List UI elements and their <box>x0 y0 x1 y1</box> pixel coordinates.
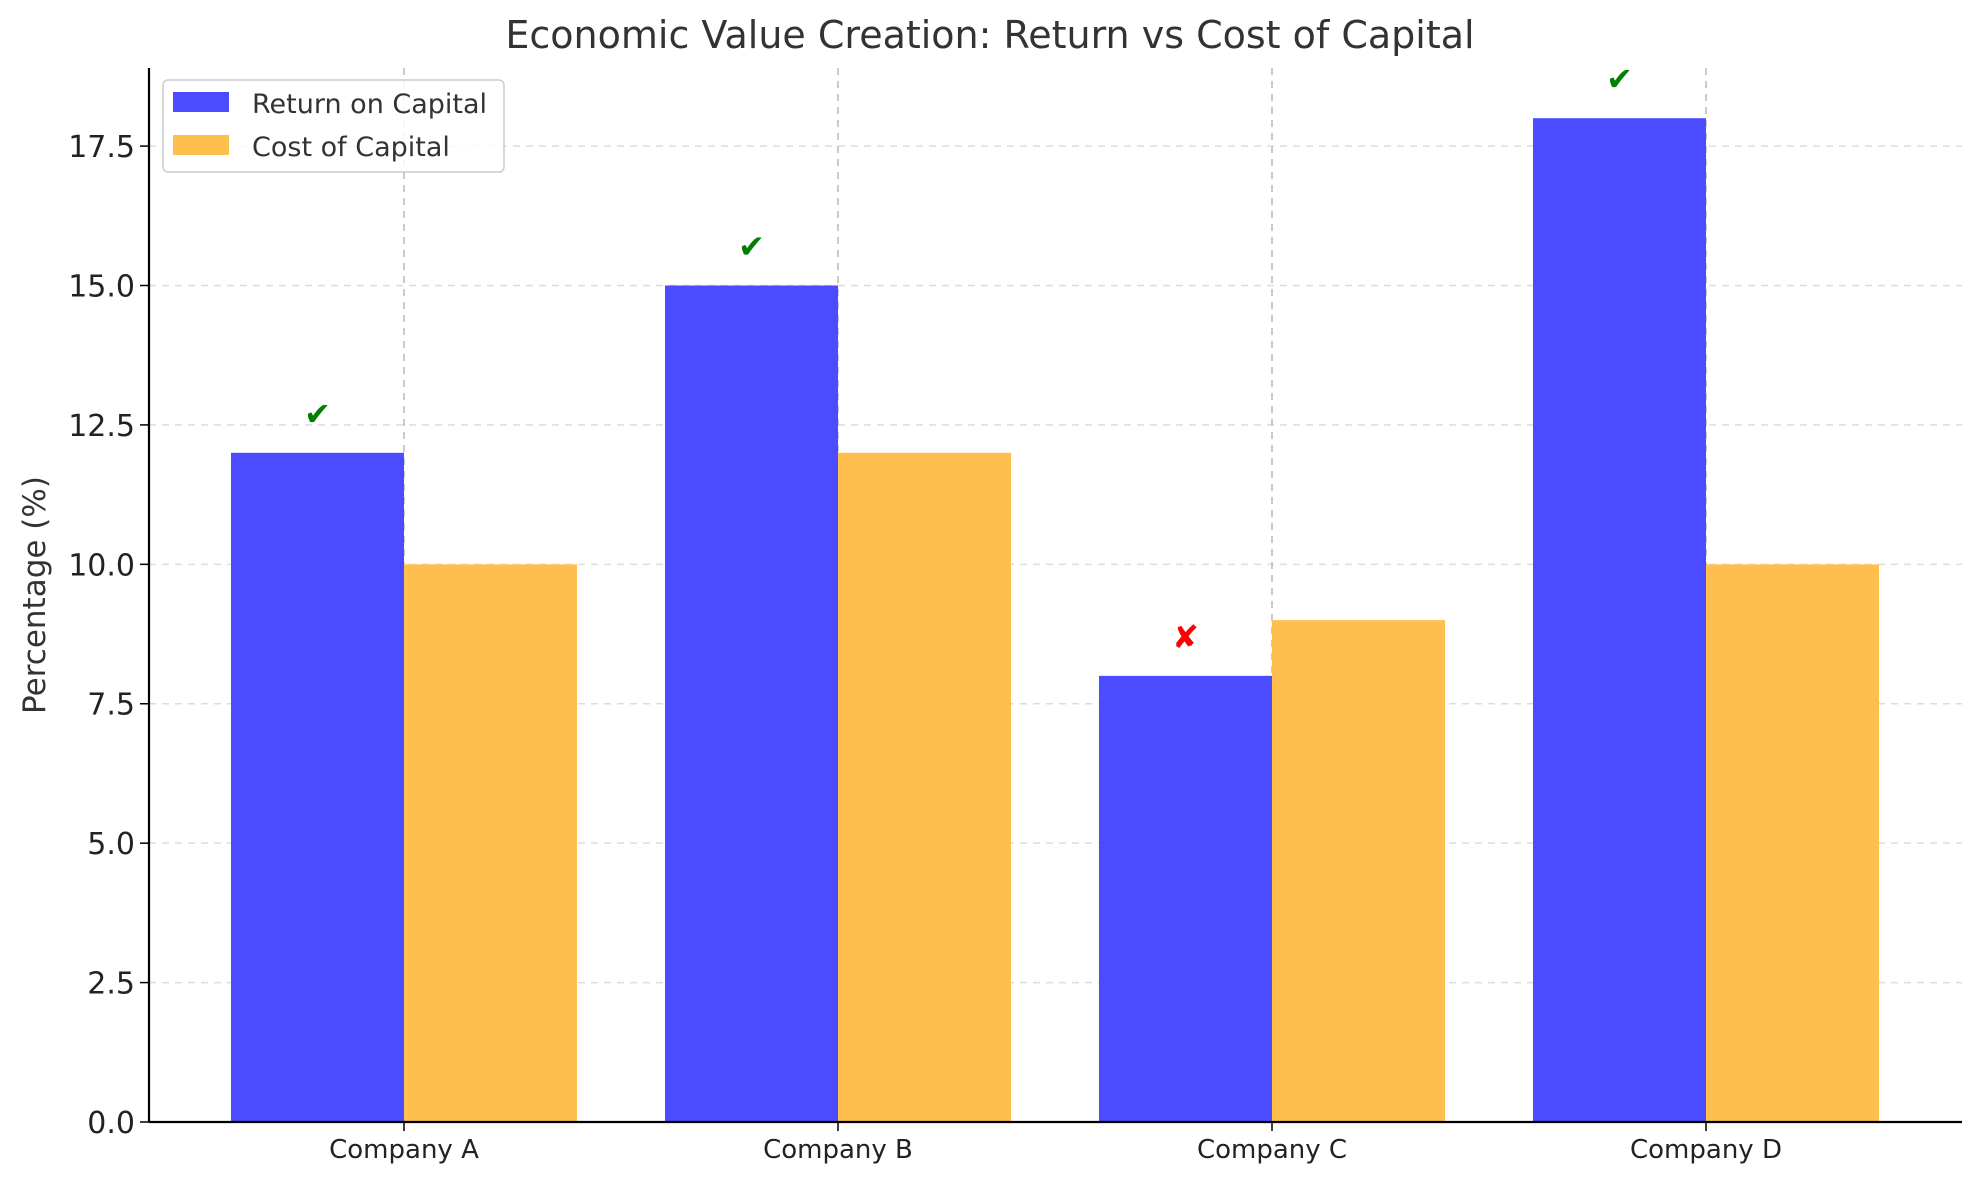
check-marker: ✔ <box>738 227 765 265</box>
x-tick-label: Company A <box>329 1135 479 1165</box>
legend-box <box>162 79 505 173</box>
cost-bar <box>838 452 1011 1122</box>
check-marker: ✔ <box>1606 60 1633 98</box>
return-bar <box>1099 675 1272 1122</box>
legend-label: Cost of Capital <box>252 132 450 163</box>
x-tick-label: Company B <box>763 1135 913 1165</box>
y-tick-label: 7.5 <box>87 688 135 723</box>
chart-title: Economic Value Creation: Return vs Cost … <box>505 13 1474 57</box>
axes: 0.0 2.5 5.0 7.5 10.0 12.5 15.0 17.5 Company A Com… <box>68 68 1962 1165</box>
x-tick-label: Company D <box>1630 1135 1782 1165</box>
x-tick-label: Company C <box>1197 1135 1347 1165</box>
legend-swatch <box>173 135 229 155</box>
y-tick-label: 10.0 <box>68 548 135 583</box>
cost-bar <box>1706 564 1879 1122</box>
check-marker: ✔ <box>304 395 331 433</box>
legend-swatch <box>173 92 229 112</box>
return-bar <box>1533 118 1706 1122</box>
y-axis-label: Percentage (%) <box>17 476 53 714</box>
cross-marker: ✘ <box>1172 618 1199 656</box>
y-tick-label: 2.5 <box>87 967 135 1002</box>
y-tick-label: 12.5 <box>68 409 135 444</box>
y-tick-label: 15.0 <box>68 269 135 304</box>
return-bar <box>231 452 404 1122</box>
legend-label: Return on Capital <box>252 89 487 120</box>
cost-bar <box>1272 620 1445 1122</box>
y-tick-label: 5.0 <box>87 827 135 862</box>
value-markers: ✔ ✔ ✘ ✔ <box>304 60 1633 656</box>
y-tick-label: 0.0 <box>87 1106 135 1141</box>
cost-bar <box>404 564 577 1122</box>
bars <box>231 118 1879 1122</box>
y-tick-label: 17.5 <box>68 130 135 165</box>
return-bar <box>665 285 838 1122</box>
legend: Return on Capital Cost of Capital <box>162 79 505 173</box>
